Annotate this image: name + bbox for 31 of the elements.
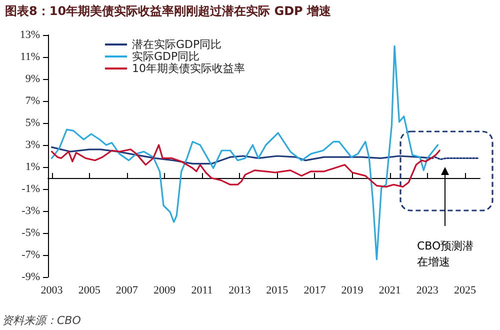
y-tick-label: -3%	[22, 205, 40, 217]
text: 资料来源：CBO	[2, 314, 82, 327]
annotation: CBO预测潜在增速	[417, 240, 474, 268]
x-tick-label: 2019	[341, 284, 364, 296]
legend-label: 实际GDP同比	[132, 50, 200, 63]
legend-label: 10年期美债实际收益率	[132, 62, 245, 75]
x-tick-label: 2007	[116, 284, 138, 296]
y-tick-label: 3%	[25, 139, 40, 151]
x-tick-label: 2025	[454, 284, 476, 296]
x-tick-label: 2015	[266, 284, 289, 296]
x-tick-label: 2017	[304, 284, 326, 296]
x-tick-label: 2021	[378, 284, 401, 296]
line-series	[50, 144, 440, 188]
y-tick-label: 7%	[25, 95, 40, 107]
y-tick-label: -7%	[22, 249, 40, 261]
legend-label: 潜在实际GDP同比	[132, 38, 222, 51]
y-tick-label: 5%	[25, 117, 40, 129]
y-tick-label: -5%	[22, 227, 40, 239]
x-tick-label: 2003	[40, 284, 64, 296]
x-tick-label: 2005	[78, 284, 101, 296]
x-tick-label: 2023	[416, 284, 439, 296]
y-tick-label: 13%	[20, 29, 40, 41]
chart-title: 图表8：10年期美债实际收益率刚刚超过潜在实际 GDP 增速	[5, 4, 332, 18]
y-tick-label: -1%	[22, 183, 40, 195]
x-tick-label: 2011	[191, 284, 213, 296]
y-tick-label: 1%	[25, 161, 40, 173]
x-tick-label: 2013	[228, 284, 252, 296]
y-tick-label: 11%	[20, 51, 40, 63]
y-tick-label: -9%	[22, 271, 40, 283]
x-tick-label: 2009	[153, 284, 176, 296]
y-tick-label: 9%	[25, 73, 40, 85]
